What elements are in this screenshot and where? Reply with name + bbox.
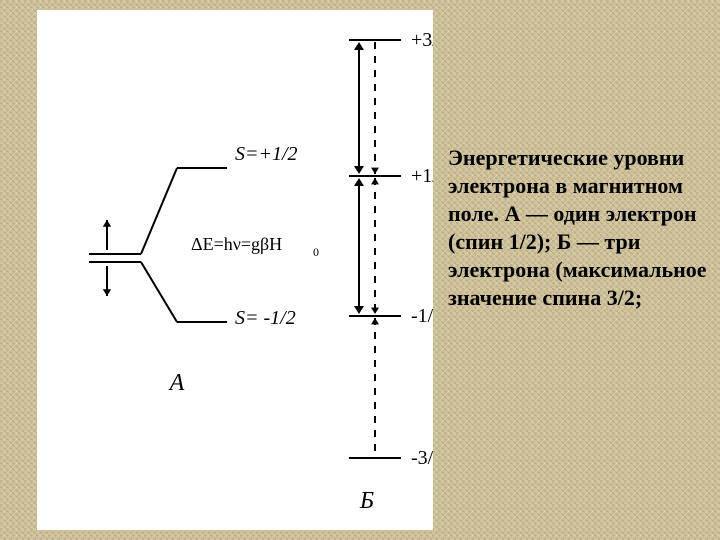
- figure-panel: S=+1/2 S= -1/2 ΔE=hν=gβH 0 A +3/2 +1/2 -1/2 -3/2…: [37, 10, 433, 530]
- figure-caption: Энергетические уровни электрона в магнит…: [448, 116, 710, 340]
- svg-text:ΔE=hν=gβH: ΔE=hν=gβH: [191, 234, 282, 254]
- svg-text:+1/2: +1/2: [411, 165, 433, 187]
- svg-text:A: A: [168, 370, 185, 396]
- slide-root: S=+1/2 S= -1/2 ΔE=hν=gβH 0 A +3/2 +1/2 -1/2 -3/2…: [0, 0, 720, 540]
- svg-text:0: 0: [313, 245, 319, 259]
- energy-level-diagram: S=+1/2 S= -1/2 ΔE=hν=gβH 0 A +3/2 +1/2 -1/2 -3/2…: [37, 10, 433, 530]
- caption-text: Энергетические уровни электрона в магнит…: [448, 144, 710, 312]
- svg-text:S=+1/2: S=+1/2: [235, 143, 298, 165]
- svg-text:+3/2: +3/2: [411, 29, 433, 51]
- svg-text:-1/2: -1/2: [411, 305, 433, 327]
- svg-text:-3/2: -3/2: [411, 447, 433, 469]
- svg-text:S= -1/2: S= -1/2: [235, 307, 296, 329]
- svg-text:Б: Б: [359, 488, 374, 514]
